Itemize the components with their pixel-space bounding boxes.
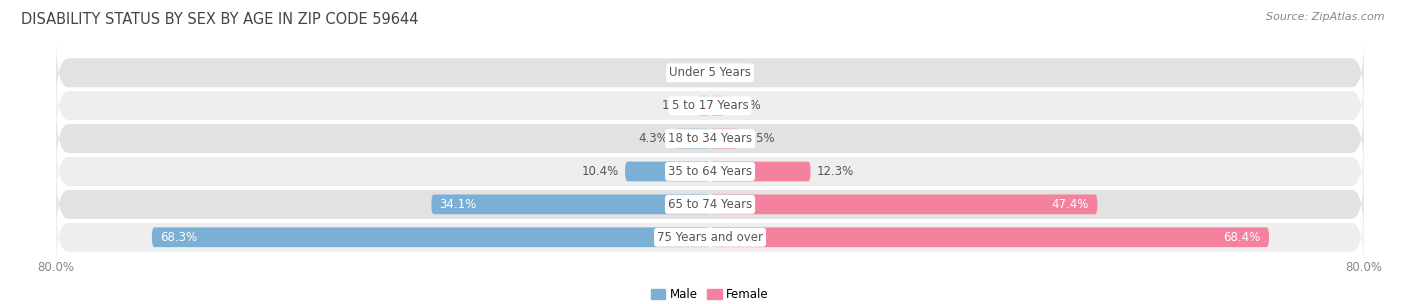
FancyBboxPatch shape [56,202,1364,272]
Legend: Male, Female: Male, Female [647,283,773,304]
Text: 0.0%: 0.0% [673,66,703,79]
Text: 1.8%: 1.8% [731,99,761,112]
Text: 0.0%: 0.0% [717,66,747,79]
Text: 5 to 17 Years: 5 to 17 Years [672,99,748,112]
FancyBboxPatch shape [697,96,710,116]
FancyBboxPatch shape [152,227,710,247]
Text: 10.4%: 10.4% [581,165,619,178]
FancyBboxPatch shape [56,38,1364,108]
FancyBboxPatch shape [56,136,1364,206]
Text: 18 to 34 Years: 18 to 34 Years [668,132,752,145]
FancyBboxPatch shape [56,71,1364,140]
FancyBboxPatch shape [710,162,810,181]
FancyBboxPatch shape [56,170,1364,239]
Text: 34.1%: 34.1% [440,198,477,211]
Text: 12.3%: 12.3% [817,165,855,178]
Text: 3.5%: 3.5% [745,132,775,145]
FancyBboxPatch shape [710,96,724,116]
Text: 68.4%: 68.4% [1223,231,1261,244]
Text: Under 5 Years: Under 5 Years [669,66,751,79]
FancyBboxPatch shape [675,129,710,148]
Text: Source: ZipAtlas.com: Source: ZipAtlas.com [1267,12,1385,22]
Text: 47.4%: 47.4% [1052,198,1090,211]
Text: 1.5%: 1.5% [661,99,692,112]
FancyBboxPatch shape [710,195,1098,214]
FancyBboxPatch shape [432,195,710,214]
Text: DISABILITY STATUS BY SEX BY AGE IN ZIP CODE 59644: DISABILITY STATUS BY SEX BY AGE IN ZIP C… [21,12,419,27]
FancyBboxPatch shape [56,104,1364,174]
Text: 4.3%: 4.3% [638,132,668,145]
Text: 35 to 64 Years: 35 to 64 Years [668,165,752,178]
Text: 75 Years and over: 75 Years and over [657,231,763,244]
FancyBboxPatch shape [626,162,710,181]
FancyBboxPatch shape [710,227,1270,247]
Text: 68.3%: 68.3% [160,231,197,244]
FancyBboxPatch shape [710,129,738,148]
Text: 65 to 74 Years: 65 to 74 Years [668,198,752,211]
